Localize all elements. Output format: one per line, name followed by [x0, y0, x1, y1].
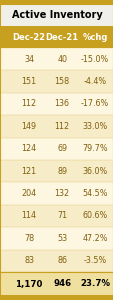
- Text: 158: 158: [54, 77, 69, 86]
- Text: 34: 34: [24, 55, 34, 64]
- Bar: [0, 138, 113, 160]
- Text: 151: 151: [21, 77, 36, 86]
- Text: Dec-21: Dec-21: [45, 32, 78, 41]
- Text: 112: 112: [21, 100, 36, 109]
- Text: 83: 83: [24, 256, 34, 265]
- Text: 946: 946: [53, 280, 71, 289]
- Text: 149: 149: [21, 122, 36, 131]
- Bar: [0, 182, 113, 205]
- Text: -15.0%: -15.0%: [80, 55, 108, 64]
- Bar: [0, 48, 113, 70]
- Bar: [0, 227, 113, 250]
- Text: 53: 53: [57, 234, 67, 243]
- Text: -17.6%: -17.6%: [80, 100, 108, 109]
- Text: 89: 89: [57, 167, 67, 176]
- Text: -4.4%: -4.4%: [83, 77, 106, 86]
- Text: 40: 40: [57, 55, 67, 64]
- Text: 71: 71: [57, 212, 67, 220]
- Text: 204: 204: [21, 189, 36, 198]
- Text: 54.5%: 54.5%: [82, 189, 107, 198]
- Text: 114: 114: [21, 212, 36, 220]
- Text: Dec-22: Dec-22: [12, 32, 45, 41]
- Bar: [0, 205, 113, 227]
- Text: 79.7%: 79.7%: [82, 144, 107, 153]
- Text: 132: 132: [54, 189, 69, 198]
- Bar: [0, 272, 113, 296]
- Bar: [0, 250, 113, 272]
- Text: 136: 136: [54, 100, 69, 109]
- Text: 1,170: 1,170: [15, 280, 42, 289]
- Text: 112: 112: [54, 122, 69, 131]
- Bar: [0, 93, 113, 115]
- Text: 36.0%: 36.0%: [82, 167, 107, 176]
- Bar: [0, 160, 113, 182]
- Text: 47.2%: 47.2%: [82, 234, 107, 243]
- Text: 60.6%: 60.6%: [82, 212, 107, 220]
- Text: 33.0%: 33.0%: [82, 122, 107, 131]
- Text: -3.5%: -3.5%: [83, 256, 106, 265]
- Text: Active Inventory: Active Inventory: [12, 10, 101, 20]
- Text: 69: 69: [57, 144, 67, 153]
- Text: 78: 78: [24, 234, 34, 243]
- Text: %chg: %chg: [82, 32, 107, 41]
- Bar: [0, 115, 113, 138]
- Text: 86: 86: [57, 256, 67, 265]
- Bar: [0, 70, 113, 93]
- Text: 121: 121: [21, 167, 36, 176]
- Text: 23.7%: 23.7%: [79, 280, 109, 289]
- Text: 124: 124: [21, 144, 36, 153]
- Bar: [0, 26, 113, 48]
- Bar: [0, 4, 113, 26]
